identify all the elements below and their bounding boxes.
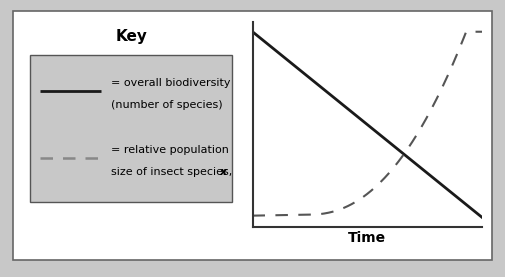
Text: size of insect species,: size of insect species, xyxy=(111,167,236,177)
Text: Key: Key xyxy=(115,29,147,43)
FancyBboxPatch shape xyxy=(30,55,232,202)
Text: (number of species): (number of species) xyxy=(111,100,223,110)
FancyBboxPatch shape xyxy=(13,11,492,260)
Text: = relative population: = relative population xyxy=(111,145,229,155)
X-axis label: Time: Time xyxy=(348,231,386,245)
Text: x: x xyxy=(220,167,227,177)
Text: = overall biodiversity: = overall biodiversity xyxy=(111,78,231,88)
